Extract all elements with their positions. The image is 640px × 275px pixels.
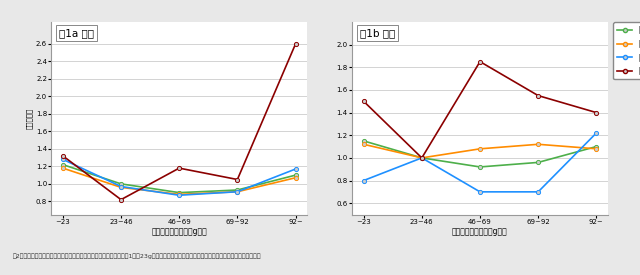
X-axis label: （一日平均飲酒量（g））: （一日平均飲酒量（g）） — [452, 227, 508, 236]
Text: 図1a 男性: 図1a 男性 — [59, 28, 94, 38]
Y-axis label: 相対危険度: 相対危険度 — [26, 108, 33, 129]
X-axis label: （一日平均飲酒量（g））: （一日平均飲酒量（g）） — [151, 227, 207, 236]
Text: 図2：飲酒量と死亡率を示す折れ線グラフ。総死亡でみると男女とも1日平23g未満（日本酒１合未満）で最も死亡リスクが低くなっています。: 図2：飲酒量と死亡率を示す折れ線グラフ。総死亡でみると男女とも1日平23g未満（… — [13, 253, 261, 258]
Text: 図1b 女性: 図1b 女性 — [360, 28, 395, 38]
Legend: 総死亡, がん, 心血管疾患, 外傷および外因死: 総死亡, がん, 心血管疾患, 外傷および外因死 — [613, 22, 640, 79]
